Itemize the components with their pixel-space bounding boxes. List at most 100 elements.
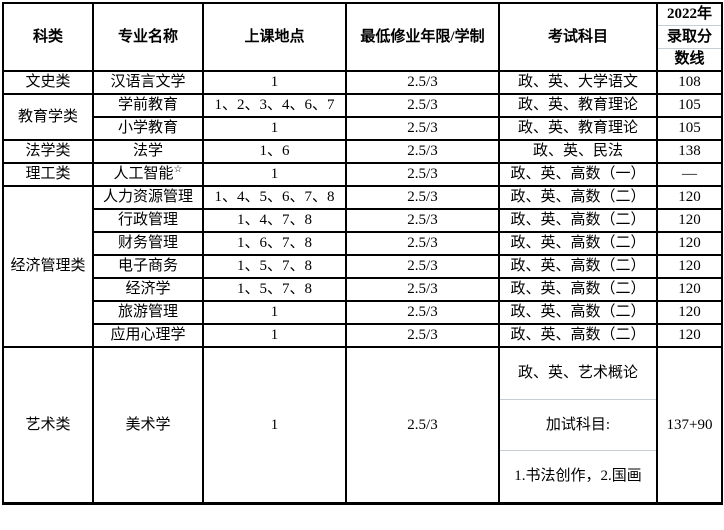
art-subjects-line-1: 政、英、艺术概论	[517, 364, 638, 381]
cell-major: 小学教育	[92, 116, 204, 141]
cell-category: 艺术类	[2, 346, 94, 505]
cell-score: 120	[656, 185, 723, 210]
header-cell-category: 科类	[2, 2, 94, 72]
cell-location: 1	[202, 70, 347, 95]
cell-score: 120	[656, 300, 723, 325]
cell-score: 120	[656, 208, 723, 233]
header-cell-score: 2022年 录取分 数线	[656, 2, 723, 72]
score-header-lines: 2022年 录取分 数线	[659, 5, 720, 69]
cell-duration: 2.5/3	[345, 162, 500, 187]
table-row: 法学类 法学 1、6 2.5/3 政、英、民法 138	[2, 139, 723, 164]
major-name: 人工智能	[113, 166, 174, 183]
cell-major: 人力资源管理	[92, 185, 204, 210]
cell-major: 应用心理学	[92, 323, 204, 348]
table-row: 应用心理学 1 2.5/3 政、英、高数（二） 120	[3, 323, 723, 348]
cell-category: 文史类	[2, 70, 94, 95]
table-row: 小学教育 1 2.5/3 政、英、教育理论 105	[3, 116, 723, 141]
cell-location: 1	[202, 323, 347, 348]
cell-duration: 2.5/3	[345, 208, 500, 233]
cell-location: 1、5、7、8	[202, 254, 347, 279]
art-subjects-line-3: 1.书法创作，2.国画	[501, 450, 655, 501]
cell-score: —	[656, 162, 723, 187]
table-row: 艺术类 美术学 1 2.5/3 政、英、艺术概论 加试科目: 1.书法创作，2.…	[2, 346, 723, 505]
admissions-table: 科类 专业名称 上课地点 最低修业年限/学制 考试科目 2022年 录取分 数线…	[2, 2, 723, 505]
cell-subjects: 政、英、高数（二）	[498, 277, 658, 302]
score-header-line-2: 录取分	[659, 25, 720, 47]
cell-location: 1	[202, 346, 347, 505]
cell-duration: 2.5/3	[345, 323, 500, 348]
cell-duration: 2.5/3	[345, 185, 500, 210]
cell-location: 1、4、5、6、7、8	[202, 185, 347, 210]
header-cell-major: 专业名称	[92, 2, 204, 72]
cell-subjects: 政、英、高数（二）	[498, 185, 658, 210]
cell-location: 1	[202, 116, 347, 141]
cell-score: 105	[656, 116, 723, 141]
cell-subjects: 政、英、教育理论	[498, 93, 658, 118]
cell-subjects: 政、英、大学语文	[498, 70, 658, 95]
cell-duration: 2.5/3	[345, 139, 500, 164]
cell-major: 行政管理	[92, 208, 204, 233]
cell-duration: 2.5/3	[345, 116, 500, 141]
cell-major: 电子商务	[92, 254, 204, 279]
cell-duration: 2.5/3	[345, 277, 500, 302]
cell-subjects: 政、英、高数（二）	[498, 231, 658, 256]
cell-location: 1、2、3、4、6、7	[202, 93, 347, 118]
table-row: 行政管理 1、4、7、8 2.5/3 政、英、高数（二） 120	[3, 208, 723, 233]
cell-score: 137+90	[656, 346, 723, 505]
cell-category: 法学类	[2, 139, 94, 164]
cell-duration: 2.5/3	[345, 93, 500, 118]
table-row: 经济学 1、5、7、8 2.5/3 政、英、高数（二） 120	[3, 277, 723, 302]
cell-location: 1、6	[202, 139, 347, 164]
table-row: 理工类 人工智能☆ 1 2.5/3 政、英、高数（一） —	[2, 162, 723, 187]
cell-major: 人工智能☆	[92, 162, 204, 187]
cell-location: 1	[202, 300, 347, 325]
cell-score: 120	[656, 277, 723, 302]
cell-subjects: 政、英、高数（二）	[498, 208, 658, 233]
score-header-line-1: 2022年	[666, 6, 712, 23]
cell-subjects: 政、英、高数（二）	[498, 323, 658, 348]
cell-score: 108	[656, 70, 723, 95]
cell-score: 120	[656, 231, 723, 256]
cell-score: 105	[656, 93, 723, 118]
table-row: 文史类 汉语言文学 1 2.5/3 政、英、大学语文 108	[2, 70, 723, 95]
cell-major: 美术学	[92, 346, 204, 505]
cell-major: 旅游管理	[92, 300, 204, 325]
table-row: 财务管理 1、6、7、8 2.5/3 政、英、高数（二） 120	[3, 231, 723, 256]
cell-score: 138	[656, 139, 723, 164]
table-row: 旅游管理 1 2.5/3 政、英、高数（二） 120	[3, 300, 723, 325]
cell-subjects: 政、英、民法	[498, 139, 658, 164]
header-cell-subjects: 考试科目	[498, 2, 658, 72]
cell-location: 1、4、7、8	[202, 208, 347, 233]
star-marker: ☆	[173, 164, 183, 176]
table-header-row: 科类 专业名称 上课地点 最低修业年限/学制 考试科目 2022年 录取分 数线	[2, 2, 723, 72]
cell-subjects: 政、英、艺术概论 加试科目: 1.书法创作，2.国画	[498, 346, 658, 505]
cell-major: 经济学	[92, 277, 204, 302]
cell-category: 理工类	[2, 162, 94, 187]
cell-major: 财务管理	[92, 231, 204, 256]
header-cell-location: 上课地点	[202, 2, 347, 72]
cell-duration: 2.5/3	[345, 70, 500, 95]
header-cell-duration: 最低修业年限/学制	[345, 2, 500, 72]
cell-category: 教育学类	[2, 93, 94, 141]
cell-subjects: 政、英、高数（一）	[498, 162, 658, 187]
table-row: 电子商务 1、5、7、8 2.5/3 政、英、高数（二） 120	[3, 254, 723, 279]
cell-major: 汉语言文学	[92, 70, 204, 95]
cell-subjects: 政、英、教育理论	[498, 116, 658, 141]
art-subjects-lines: 政、英、艺术概论 加试科目: 1.书法创作，2.国画	[501, 349, 655, 502]
cell-subjects: 政、英、高数（二）	[498, 254, 658, 279]
cell-duration: 2.5/3	[345, 346, 500, 505]
cell-location: 1	[202, 162, 347, 187]
cell-score: 120	[656, 323, 723, 348]
cell-duration: 2.5/3	[345, 254, 500, 279]
cell-major: 法学	[92, 139, 204, 164]
cell-category: 经济管理类	[2, 185, 94, 348]
score-header-line-3: 数线	[659, 47, 720, 69]
table-row: 经济管理类 人力资源管理 1、4、5、6、7、8 2.5/3 政、英、高数（二）…	[2, 185, 723, 348]
cell-subjects: 政、英、高数（二）	[498, 300, 658, 325]
table-row: 教育学类 学前教育 1、2、3、4、6、7 2.5/3 政、英、教育理论 105	[2, 93, 723, 141]
cell-location: 1、5、7、8	[202, 277, 347, 302]
cell-location: 1、6、7、8	[202, 231, 347, 256]
art-subjects-line-2: 加试科目:	[501, 398, 655, 451]
cell-score: 120	[656, 254, 723, 279]
